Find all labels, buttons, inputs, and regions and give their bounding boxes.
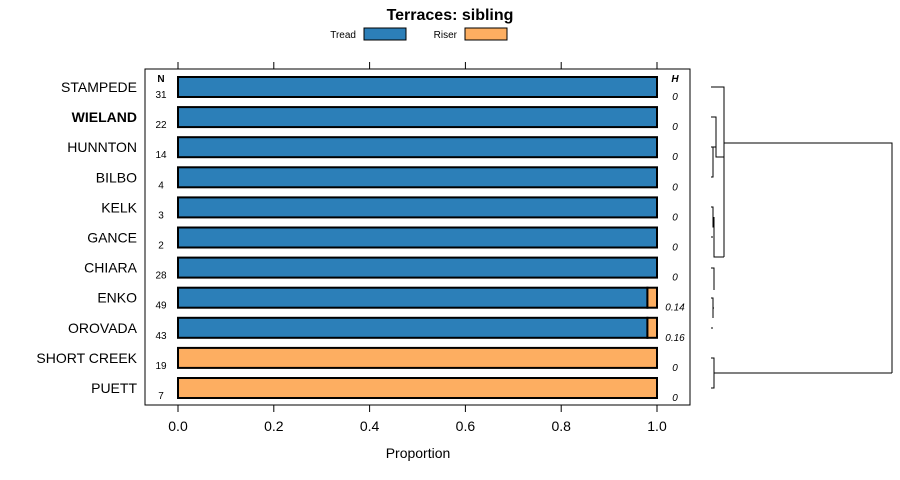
- h-column-header: H: [671, 74, 679, 85]
- h-value: 0: [672, 122, 678, 133]
- n-value: 7: [158, 391, 164, 402]
- dendrogram-branch: [715, 132, 724, 158]
- dendrogram-branch: [711, 297, 714, 318]
- dendrogram-branch: [711, 147, 714, 178]
- category-label: PUETT: [91, 380, 137, 396]
- bar-tread: [177, 76, 658, 98]
- n-value: 14: [155, 150, 167, 161]
- legend-label-tread: Tread: [330, 30, 356, 41]
- n-value: 19: [155, 361, 167, 372]
- dendrogram-branch: [711, 116, 717, 138]
- n-value: 4: [158, 180, 164, 191]
- h-value: 0.14: [665, 303, 685, 314]
- category-labels: STAMPEDE 31 0 WIELAND 22 0 HUNNTON 14 0 BILBO 4 0 KE…: [36, 79, 685, 404]
- h-value: 0: [672, 212, 678, 223]
- n-value: 28: [155, 271, 167, 282]
- bar-riser: [177, 377, 658, 399]
- dendrogram-branch: [711, 267, 715, 290]
- category-label: BILBO: [96, 169, 137, 185]
- category-label: GANCE: [87, 230, 137, 246]
- bar-tread: [177, 106, 658, 129]
- category-label: CHIARA: [84, 260, 138, 276]
- x-tick-label: 1.0: [647, 418, 667, 434]
- category-label: STAMPEDE: [61, 79, 137, 95]
- category-label: ENKO: [97, 290, 137, 306]
- x-tick-label: 0.0: [168, 418, 188, 434]
- bar-tread: [177, 196, 658, 219]
- n-value: 43: [155, 331, 167, 342]
- chart-title: Terraces: sibling: [387, 7, 514, 24]
- bar-tread: [177, 286, 649, 309]
- bar-riser: [177, 346, 658, 369]
- bar-tread: [177, 256, 658, 279]
- h-value: 0: [672, 152, 678, 163]
- bar-tread: [177, 316, 649, 339]
- category-label: KELK: [101, 199, 137, 215]
- h-value: 0: [672, 363, 678, 374]
- dendrogram-branch: [724, 142, 893, 373]
- bar-riser: [646, 316, 658, 339]
- n-value: 31: [155, 90, 167, 101]
- bar-tread: [177, 136, 658, 159]
- dendrogram-branch: [711, 86, 725, 143]
- bar-tread: [177, 226, 658, 249]
- x-axis: 0.0 0.2 0.4 0.6 0.8 1.0: [168, 62, 667, 434]
- dendrogram: [711, 86, 893, 389]
- legend-label-riser: Riser: [434, 30, 458, 41]
- x-tick-label: 0.2: [264, 418, 284, 434]
- h-value: 0: [672, 243, 678, 254]
- dendrogram-branch: [713, 217, 724, 258]
- category-label: OROVADA: [68, 320, 138, 336]
- legend-swatch-riser: [464, 27, 508, 41]
- bar-group: [177, 76, 658, 399]
- n-column-header: N: [157, 74, 164, 85]
- h-value: 0: [672, 92, 678, 103]
- category-label: WIELAND: [72, 109, 137, 125]
- category-label: HUNNTON: [67, 139, 137, 155]
- x-tick-label: 0.4: [360, 418, 380, 434]
- x-tick-label: 0.8: [551, 418, 571, 434]
- x-axis-title: Proportion: [386, 445, 451, 461]
- dendrogram-branch: [711, 357, 715, 389]
- n-value: 2: [158, 241, 164, 252]
- x-tick-label: 0.6: [456, 418, 476, 434]
- legend: Tread Riser: [330, 27, 508, 41]
- h-value: 0: [672, 182, 678, 193]
- n-value: 3: [158, 210, 164, 221]
- plot-frame: [144, 68, 691, 406]
- h-value: 0.16: [665, 333, 685, 344]
- h-value: 0: [672, 273, 678, 284]
- h-value: 0: [672, 393, 678, 404]
- bar-tread: [177, 166, 658, 189]
- legend-swatch-tread: [363, 27, 407, 41]
- category-label: SHORT CREEK: [36, 350, 137, 366]
- bar-riser: [646, 286, 658, 309]
- n-value: 22: [155, 120, 167, 131]
- n-value: 49: [155, 301, 167, 312]
